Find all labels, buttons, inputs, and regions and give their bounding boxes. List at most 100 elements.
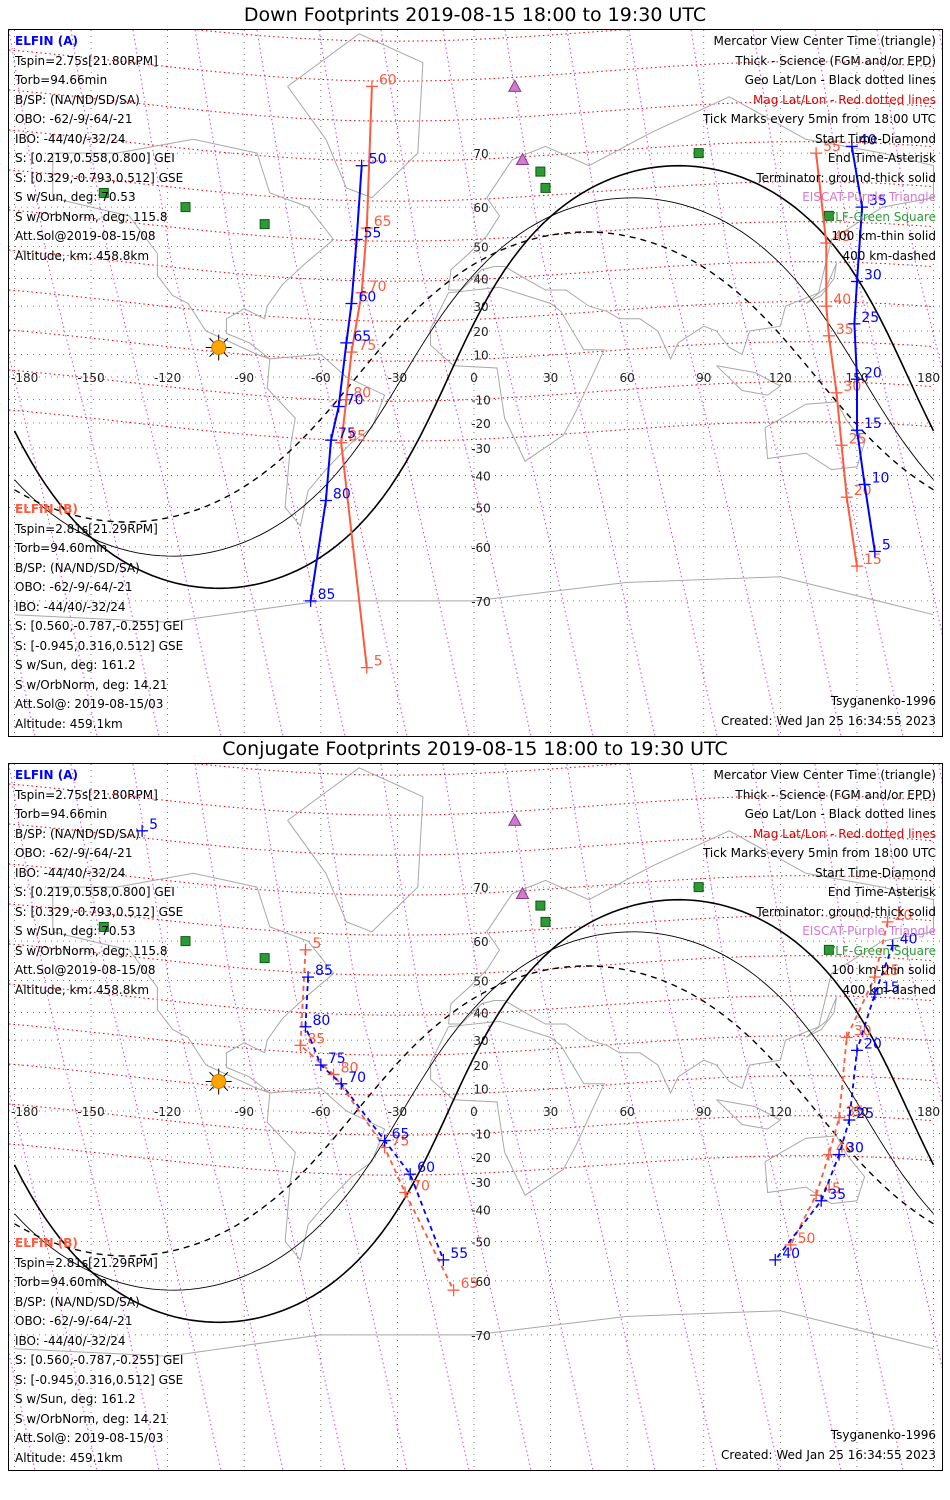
lat-axis-label: -10 — [471, 1128, 491, 1142]
legend-item: EISCAT-Purple Triangle — [802, 924, 936, 938]
mag-lon-line — [380, 764, 532, 1470]
legend-item: Start Time-Diamond — [814, 131, 936, 146]
lon-axis-label: 120 — [769, 1105, 792, 1119]
mag-lon-line — [9, 30, 160, 736]
legend-item: Mercator View Center Time (triangle) — [713, 768, 936, 782]
info-line: S: [-0.945,0.316,0.512] GSE — [15, 1372, 184, 1387]
lon-axis-label: 90 — [696, 371, 711, 385]
lat-axis-label: -10 — [471, 394, 491, 408]
elfin-b-track-tick-label: 20 — [895, 908, 913, 924]
elfin-b-track — [299, 949, 455, 1291]
legend-item: EISCAT-Purple Triangle — [802, 190, 936, 204]
mag-lon-line — [566, 30, 718, 736]
info-line: Tspin=2.81s[21.29RPM] — [15, 521, 158, 536]
coastline — [287, 767, 424, 933]
lon-axis-label: -120 — [154, 1105, 181, 1119]
elfin-a-track-tick-label: 25 — [856, 1106, 874, 1122]
sun-icon — [211, 339, 227, 355]
lon-axis-label: 0 — [470, 1105, 478, 1119]
mag-lon-line — [752, 764, 904, 1470]
elfin-b-track-tick-label: 45 — [833, 229, 851, 245]
lon-axis-label: -90 — [234, 371, 254, 385]
legend-item: VLF-Green Square — [827, 943, 936, 958]
mag-lon-line — [380, 30, 532, 736]
lon-axis-label: -90 — [234, 1105, 254, 1119]
info-line: S w/OrbNorm, deg: 14.21 — [15, 1411, 168, 1426]
lon-axis-label: -60 — [311, 1105, 331, 1119]
elfin-a-info: ELFIN (A) Tspin=2.75s[21.80RPM] Torb=94.… — [15, 766, 183, 1000]
lon-axis-label: 180 — [917, 1105, 940, 1119]
coastline — [52, 872, 335, 1094]
info-line: Att.Sol@2019-08-15/08 — [15, 229, 156, 243]
info-line: S w/Sun, deg: 70.53 — [15, 924, 136, 938]
mag-lon-line — [132, 30, 284, 736]
mag-lon-line — [256, 764, 408, 1470]
panel-title-down: Down Footprints 2019-08-15 18:00 to 19:3… — [243, 4, 707, 26]
vlf-square-icon — [823, 210, 834, 221]
terminator-100km — [14, 197, 934, 557]
eiscat-triangle-icon — [515, 886, 530, 900]
legend-item: VLF-Green Square — [827, 209, 936, 224]
coastline — [14, 576, 934, 623]
mag-lon-line — [70, 30, 222, 736]
mag-lon-line — [9, 1088, 98, 1470]
legend-item: Geo Lat/Lon - Black dotted lines — [744, 807, 936, 821]
lat-axis-label: 70 — [473, 881, 488, 895]
info-line: S: [0.560,-0.787,-0.255] GEI — [15, 1353, 184, 1367]
mag-lon-line — [504, 30, 656, 736]
lat-axis-label: 10 — [473, 1082, 488, 1096]
legend-item: 400 km-dashed — [842, 982, 936, 997]
lat-axis-label: -30 — [471, 1176, 491, 1190]
lat-axis-label: 20 — [473, 1059, 488, 1073]
lon-axis-label: 180 — [917, 371, 940, 385]
lon-axis-label: 0 — [470, 371, 478, 385]
info-line: Tspin=2.81s[21.29RPM] — [15, 1255, 158, 1270]
elfin-b-track-tick-label: 5 — [313, 936, 322, 952]
lat-axis-label: 60 — [473, 201, 488, 215]
elfin-a-track-tick-label: 40 — [900, 932, 918, 948]
elfin-a-track-tick-label: 70 — [348, 1070, 366, 1086]
legend-item: 100 km-thin solid — [831, 229, 936, 243]
legend-item: Terminator: ground-thick solid — [756, 170, 936, 185]
elfin-a-track-tick-label: 80 — [313, 1013, 331, 1029]
info-line: B/SP: (NA/ND/SD/SA) — [15, 1294, 140, 1309]
info-line: Torb=94.66min — [15, 807, 108, 821]
mag-lon-line — [9, 764, 160, 1470]
elfin-a-track-tick-label: 55 — [364, 225, 382, 241]
lat-axis-label: -70 — [471, 595, 491, 609]
legend-item: Geo Lat/Lon - Black dotted lines — [744, 73, 936, 87]
lat-axis-label: 70 — [473, 147, 488, 161]
lon-axis-label: 30 — [543, 1105, 558, 1119]
lon-axis-label: 60 — [620, 1105, 635, 1119]
info-line: IBO: -44/40/-32/24 — [15, 131, 126, 146]
legend-item: End Time-Asterisk — [827, 885, 936, 899]
coastline — [805, 997, 837, 1038]
info-line: S: [0.560,-0.787,-0.255] GEI — [15, 619, 184, 633]
vlf-square-icon — [259, 219, 270, 230]
mag-lat-line — [9, 1063, 934, 1096]
elfin-a-track-tick-label: 65 — [353, 329, 371, 345]
info-line: Att.Sol@: 2019-08-15/03 — [15, 1431, 164, 1445]
elfin-a-track — [850, 146, 876, 552]
eiscat-triangle-icon — [508, 79, 522, 92]
lat-axis-label: -20 — [471, 417, 491, 431]
elfin-a-track-tick-label: 35 — [828, 1187, 846, 1203]
lon-axis-label: -30 — [388, 1105, 408, 1119]
vlf-square-icon — [540, 182, 551, 193]
terminator-ground — [13, 898, 935, 1324]
mag-lon-line — [9, 354, 98, 736]
lon-axis-label: 150 — [845, 1105, 868, 1119]
lon-axis-label: -60 — [311, 371, 331, 385]
vlf-square-icon — [693, 882, 704, 893]
lon-axis-label: 120 — [769, 371, 792, 385]
elfin-b-track — [815, 152, 858, 567]
lat-axis-label: -50 — [471, 501, 491, 515]
legend-item: End Time-Asterisk — [827, 151, 936, 165]
info-line: IBO: -44/40/-32/24 — [15, 865, 126, 880]
panel-title-conjugate: Conjugate Footprints 2019-08-15 18:00 to… — [222, 738, 728, 760]
lat-axis-label: -60 — [471, 541, 491, 555]
lat-axis-label: 30 — [473, 300, 488, 314]
info-line: IBO: -44/40/-32/24 — [15, 599, 126, 614]
model-label: Tsyganenko-1996 — [830, 1428, 936, 1442]
lon-axis-label: -180 — [11, 1105, 38, 1119]
